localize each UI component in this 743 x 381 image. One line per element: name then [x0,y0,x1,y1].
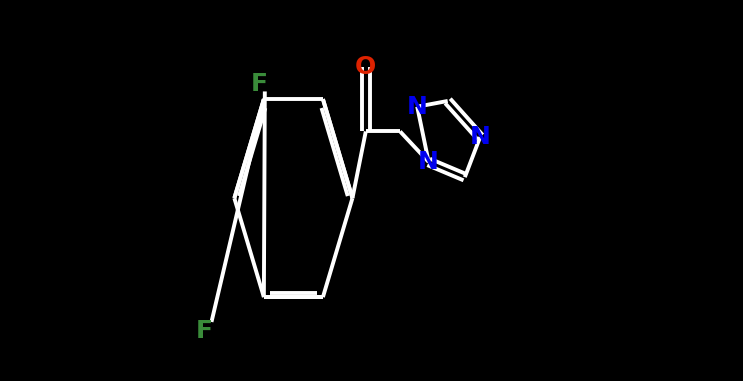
Text: F: F [250,72,267,96]
Text: F: F [196,320,213,343]
Text: N: N [406,95,428,118]
Text: O: O [355,55,377,78]
Text: N: N [470,125,490,149]
Text: N: N [418,150,439,174]
